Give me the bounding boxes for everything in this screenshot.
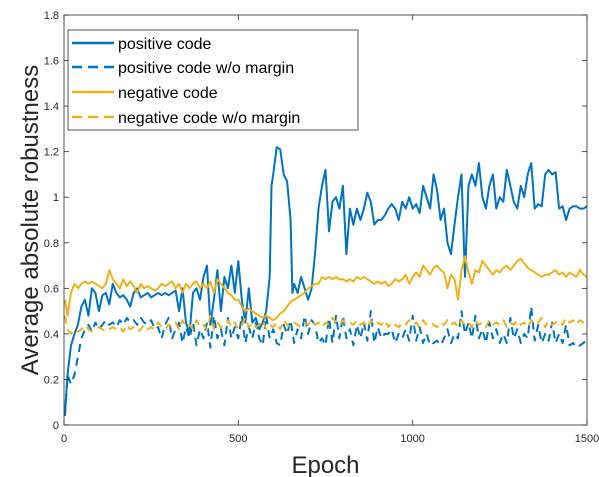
legend: positive code positive code w/o margin n… (67, 29, 359, 131)
series-line-negative-code (64, 255, 588, 322)
series-line-positive-code-w-o-margin (64, 305, 588, 416)
y-tick-label: 0 (53, 420, 59, 432)
axes-box (63, 14, 588, 426)
y-tick-label: 0.6 (44, 283, 59, 295)
y-tick-label: 0.8 (44, 238, 59, 250)
legend-label-positive-code-wo-margin: positive code w/o margin (118, 60, 294, 77)
y-tick-label: 0.4 (44, 329, 59, 341)
x-tick-label: 1000 (400, 433, 424, 445)
series-layer (64, 146, 588, 416)
y-tick-label: 1.2 (44, 147, 59, 159)
legend-box (67, 29, 359, 131)
series-line-positive-code (64, 146, 588, 414)
x-tick-label: 0 (61, 433, 67, 445)
series-line-negative-code-w-o-margin (64, 314, 588, 335)
y-tick-label: 1.6 (44, 56, 59, 68)
y-tick-label: 1 (53, 192, 59, 204)
y-axis-title: Average absolute robustness (17, 65, 44, 375)
x-tick-label: 1500 (575, 433, 599, 445)
y-tick-label: 1.8 (44, 10, 59, 22)
y-tick-label: 0.2 (44, 374, 59, 386)
x-axis-title: Epoch (291, 452, 359, 477)
ticks-layer: 0 500 1000 1500 0 0.2 0.4 0.6 0.8 1 1.2 1.4 1.6 1.8 (44, 10, 599, 445)
legend-label-negative-code: negative code (118, 85, 218, 102)
legend-label-positive-code: positive code (118, 36, 211, 53)
x-tick-label: 500 (229, 433, 247, 445)
legend-label-negative-code-wo-margin: negative code w/o margin (118, 110, 300, 127)
y-tick-label: 1.4 (44, 101, 59, 113)
